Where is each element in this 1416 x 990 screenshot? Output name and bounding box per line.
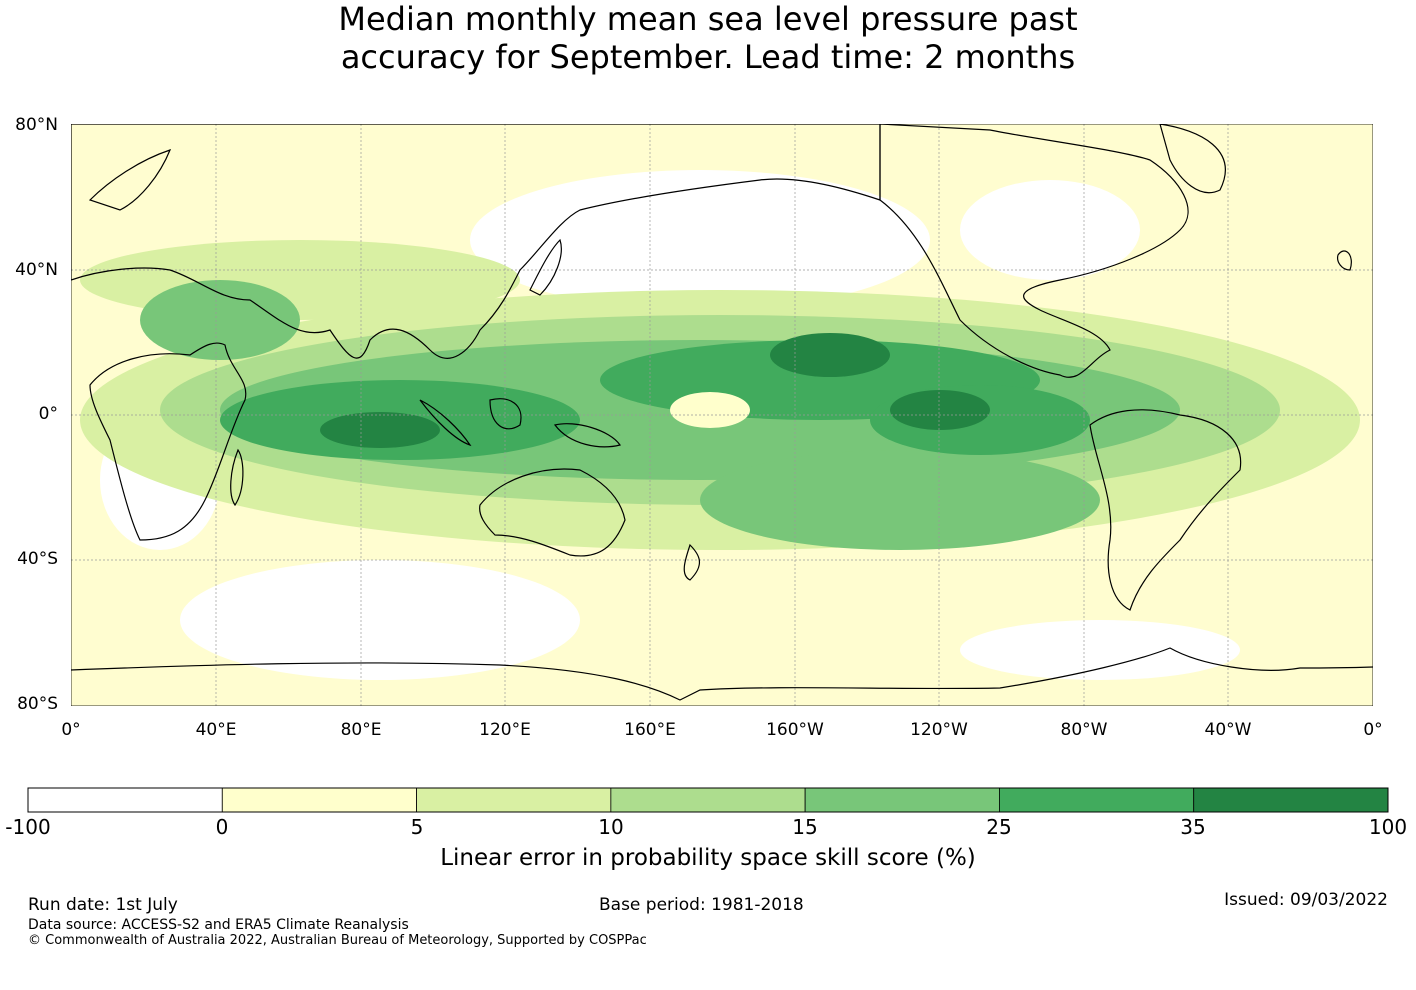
coast-borneo <box>489 398 522 430</box>
colorbar-swatch <box>27 787 223 813</box>
lat-label-80s: 80°S <box>17 694 58 714</box>
colorbar-tick: 0 <box>215 815 229 839</box>
coast-sumatra <box>419 399 472 447</box>
coast-south-america <box>1089 409 1242 611</box>
copyright: © Commonwealth of Australia 2022, Austra… <box>28 933 647 948</box>
chart-title: Median monthly mean sea level pressure p… <box>0 0 1416 76</box>
shade-white-n-pacific <box>470 170 930 310</box>
shade-15-s-pacific <box>700 450 1100 550</box>
lat-label-40n: 40°N <box>15 260 58 280</box>
lon-label-80e: 80°E <box>340 720 382 740</box>
coast-japan <box>529 238 562 296</box>
colorbar-swatch <box>804 787 1000 813</box>
coast-eurasia <box>71 124 881 359</box>
shade-15-arabia <box>140 280 300 360</box>
lon-label-160w: 160°W <box>766 720 824 740</box>
lon-label-40e: 40°E <box>195 720 237 740</box>
lon-label-40w: 40°W <box>1204 720 1252 740</box>
skill-map <box>71 124 1373 706</box>
coastlines <box>71 124 1373 701</box>
colorbar-swatch <box>999 787 1195 813</box>
colorbar-swatch <box>221 787 417 813</box>
skill-shading <box>80 170 1360 680</box>
colorbar-tick: 10 <box>598 815 624 839</box>
lon-label-160e: 160°E <box>624 720 676 740</box>
gridlines <box>71 124 1373 706</box>
data-source: Data source: ACCESS-S2 and ERA5 Climate … <box>28 917 409 933</box>
colorbar-title: Linear error in probability space skill … <box>440 845 976 871</box>
coast-greenland <box>1159 124 1226 194</box>
lat-label-80n: 80°N <box>15 115 58 135</box>
coast-madagascar <box>230 448 244 507</box>
coast-new-guinea <box>553 423 621 448</box>
lat-label-eq: 0° <box>38 404 58 424</box>
issued-date: Issued: 09/03/2022 <box>1224 890 1388 910</box>
run-date: Run date: 1st July <box>28 895 178 915</box>
shade-white-eq-pacific <box>670 392 750 428</box>
colorbar-swatch <box>610 787 806 813</box>
colorbar-swatches <box>27 787 1389 813</box>
lon-label-0-right: 0° <box>1363 720 1383 740</box>
colorbar <box>27 787 1389 813</box>
shade-white-s-indian <box>180 560 580 680</box>
colorbar-frame <box>27 787 1389 813</box>
lon-label-120w: 120°W <box>910 720 968 740</box>
shade-35-indian <box>320 412 440 448</box>
coast-antarctica <box>71 647 1373 701</box>
lon-label-0-left: 0° <box>61 720 81 740</box>
coast-australia <box>479 468 626 557</box>
shade-35-c-pacific <box>770 333 890 377</box>
coast-scandinavia <box>88 149 172 211</box>
colorbar-tick: 25 <box>986 815 1012 839</box>
shade-35-e-pacific <box>890 390 990 430</box>
title-line-1: Median monthly mean sea level pressure p… <box>338 0 1078 38</box>
coast-africa <box>89 342 247 541</box>
colorbar-tick: 100 <box>1368 815 1408 839</box>
lon-label-120e: 120°E <box>479 720 531 740</box>
lat-label-40s: 40°S <box>17 549 58 569</box>
colorbar-tick: 15 <box>792 815 818 839</box>
colorbar-swatch <box>1193 787 1389 813</box>
colorbar-swatch <box>416 787 612 813</box>
title-line-2: accuracy for September. Lead time: 2 mon… <box>340 38 1076 76</box>
coast-new-zealand <box>683 543 700 581</box>
lon-label-80w: 80°W <box>1060 720 1108 740</box>
colorbar-tick: -100 <box>5 815 51 839</box>
colorbar-tick: 35 <box>1180 815 1206 839</box>
shade-white-s-pacific <box>960 620 1240 680</box>
colorbar-tick: 5 <box>410 815 424 839</box>
base-period: Base period: 1981-2018 <box>599 895 804 915</box>
shade-white-n-america <box>960 180 1140 280</box>
coast-north-america <box>879 124 1189 378</box>
coast-uk <box>1337 250 1352 271</box>
